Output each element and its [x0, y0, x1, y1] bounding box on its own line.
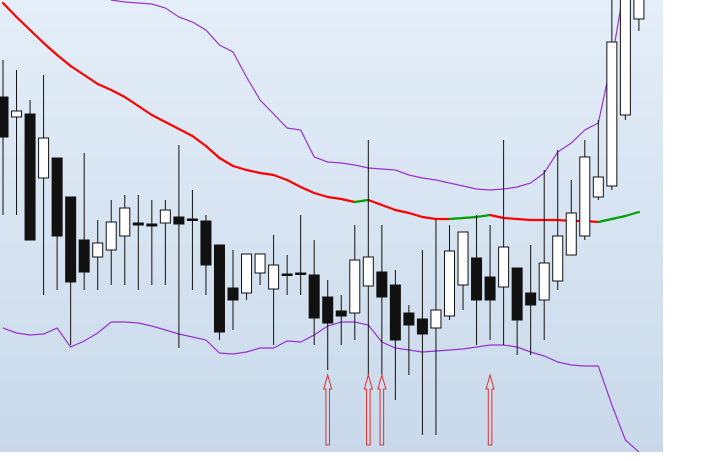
middle-band-segment [326, 195, 343, 201]
middle-band-segment [353, 198, 370, 204]
band-upper [110, 0, 623, 191]
middle-band-segment [42, 41, 59, 57]
middle-band-segment [475, 213, 492, 219]
middle-band-segment [177, 127, 194, 138]
candle-body [241, 253, 253, 294]
candle-body [471, 257, 483, 301]
signal-arrow [323, 373, 333, 446]
candle-body [186, 218, 198, 221]
middle-band-segment [83, 73, 99, 86]
candle-body [105, 221, 117, 251]
middle-band-segment [286, 178, 302, 189]
candle-body [538, 262, 550, 301]
candle-body [498, 246, 510, 288]
candle-body [349, 259, 361, 314]
middle-band-segment [502, 216, 519, 221]
candle-body [443, 250, 455, 317]
candle-body [146, 223, 158, 227]
middle-band-segment [204, 144, 221, 160]
middle-band-segment [407, 211, 424, 219]
middle-band-segment [258, 171, 275, 177]
signal-arrow [363, 373, 373, 446]
candle-body [322, 296, 334, 324]
candle-body [511, 267, 523, 321]
candle-body [525, 292, 537, 306]
middle-band-segment [150, 113, 167, 124]
candle-body [579, 156, 591, 237]
candle-body [335, 310, 347, 317]
candle-body [619, 0, 631, 116]
middle-band-segment [1, 1, 18, 19]
candle-body [268, 264, 280, 290]
candle-body [295, 272, 307, 275]
candle-body [159, 209, 171, 224]
middle-band-segment [448, 216, 465, 221]
middle-band-segment [340, 197, 356, 204]
candle-body [403, 312, 415, 326]
candle-body [119, 207, 131, 237]
middle-band-segment [421, 215, 438, 221]
candle-body [457, 231, 469, 286]
middle-band-segment [488, 213, 505, 220]
middle-band-segment [96, 82, 113, 92]
candle-body [552, 235, 564, 282]
candle-body [362, 256, 374, 287]
candle-body [254, 253, 266, 274]
middle-band-segment [380, 203, 397, 212]
candle-body [484, 276, 496, 301]
candle-body [11, 110, 23, 118]
candle-body [213, 244, 225, 333]
middle-band-segment [597, 217, 613, 224]
middle-band-segment [394, 208, 410, 215]
plot-area [0, 0, 645, 452]
candle-body [430, 309, 442, 329]
middle-band-segment [123, 95, 140, 108]
plot-background [0, 0, 663, 452]
middle-band-segment [218, 156, 235, 168]
candle-body [227, 287, 239, 301]
middle-band-segment [191, 134, 208, 148]
candle-body [38, 137, 50, 179]
candle-body [606, 41, 618, 187]
middle-band-segment [137, 104, 153, 117]
middle-band-segment [56, 53, 72, 68]
candle-body [633, 0, 645, 20]
candle-body [173, 216, 185, 225]
middle-band-segment [110, 88, 126, 99]
middle-band-segment [610, 214, 627, 221]
candle-body [51, 157, 63, 237]
candle-body [132, 222, 144, 226]
middle-band-segment [28, 28, 45, 45]
middle-band-segment [231, 164, 248, 172]
candle-body [592, 176, 604, 198]
candle-body [376, 271, 388, 298]
candle-body [565, 212, 577, 256]
signal-arrow [377, 373, 387, 446]
candle-body [0, 96, 9, 138]
middle-band-segment [164, 120, 180, 131]
candle-body [78, 239, 90, 273]
middle-band-segment [15, 15, 32, 32]
signal-arrow [485, 373, 495, 446]
middle-band-segment [272, 173, 289, 182]
middle-band-segment [245, 168, 262, 175]
middle-band-segment [516, 217, 532, 222]
candle-body [308, 274, 320, 319]
candle-body [389, 284, 401, 341]
band-lower [2, 321, 640, 452]
candle-body [200, 220, 212, 266]
middle-band-segment [299, 185, 316, 195]
middle-band-segment [367, 198, 383, 207]
middle-band-segment [461, 215, 478, 220]
candle-body [65, 196, 77, 283]
candle-body [92, 242, 104, 258]
candle-body [24, 113, 36, 241]
candle-body [416, 318, 428, 335]
middle-band-segment [313, 191, 329, 199]
middle-band-segment [69, 64, 86, 77]
middle-band-segment [624, 210, 641, 218]
candle-body [281, 273, 293, 276]
